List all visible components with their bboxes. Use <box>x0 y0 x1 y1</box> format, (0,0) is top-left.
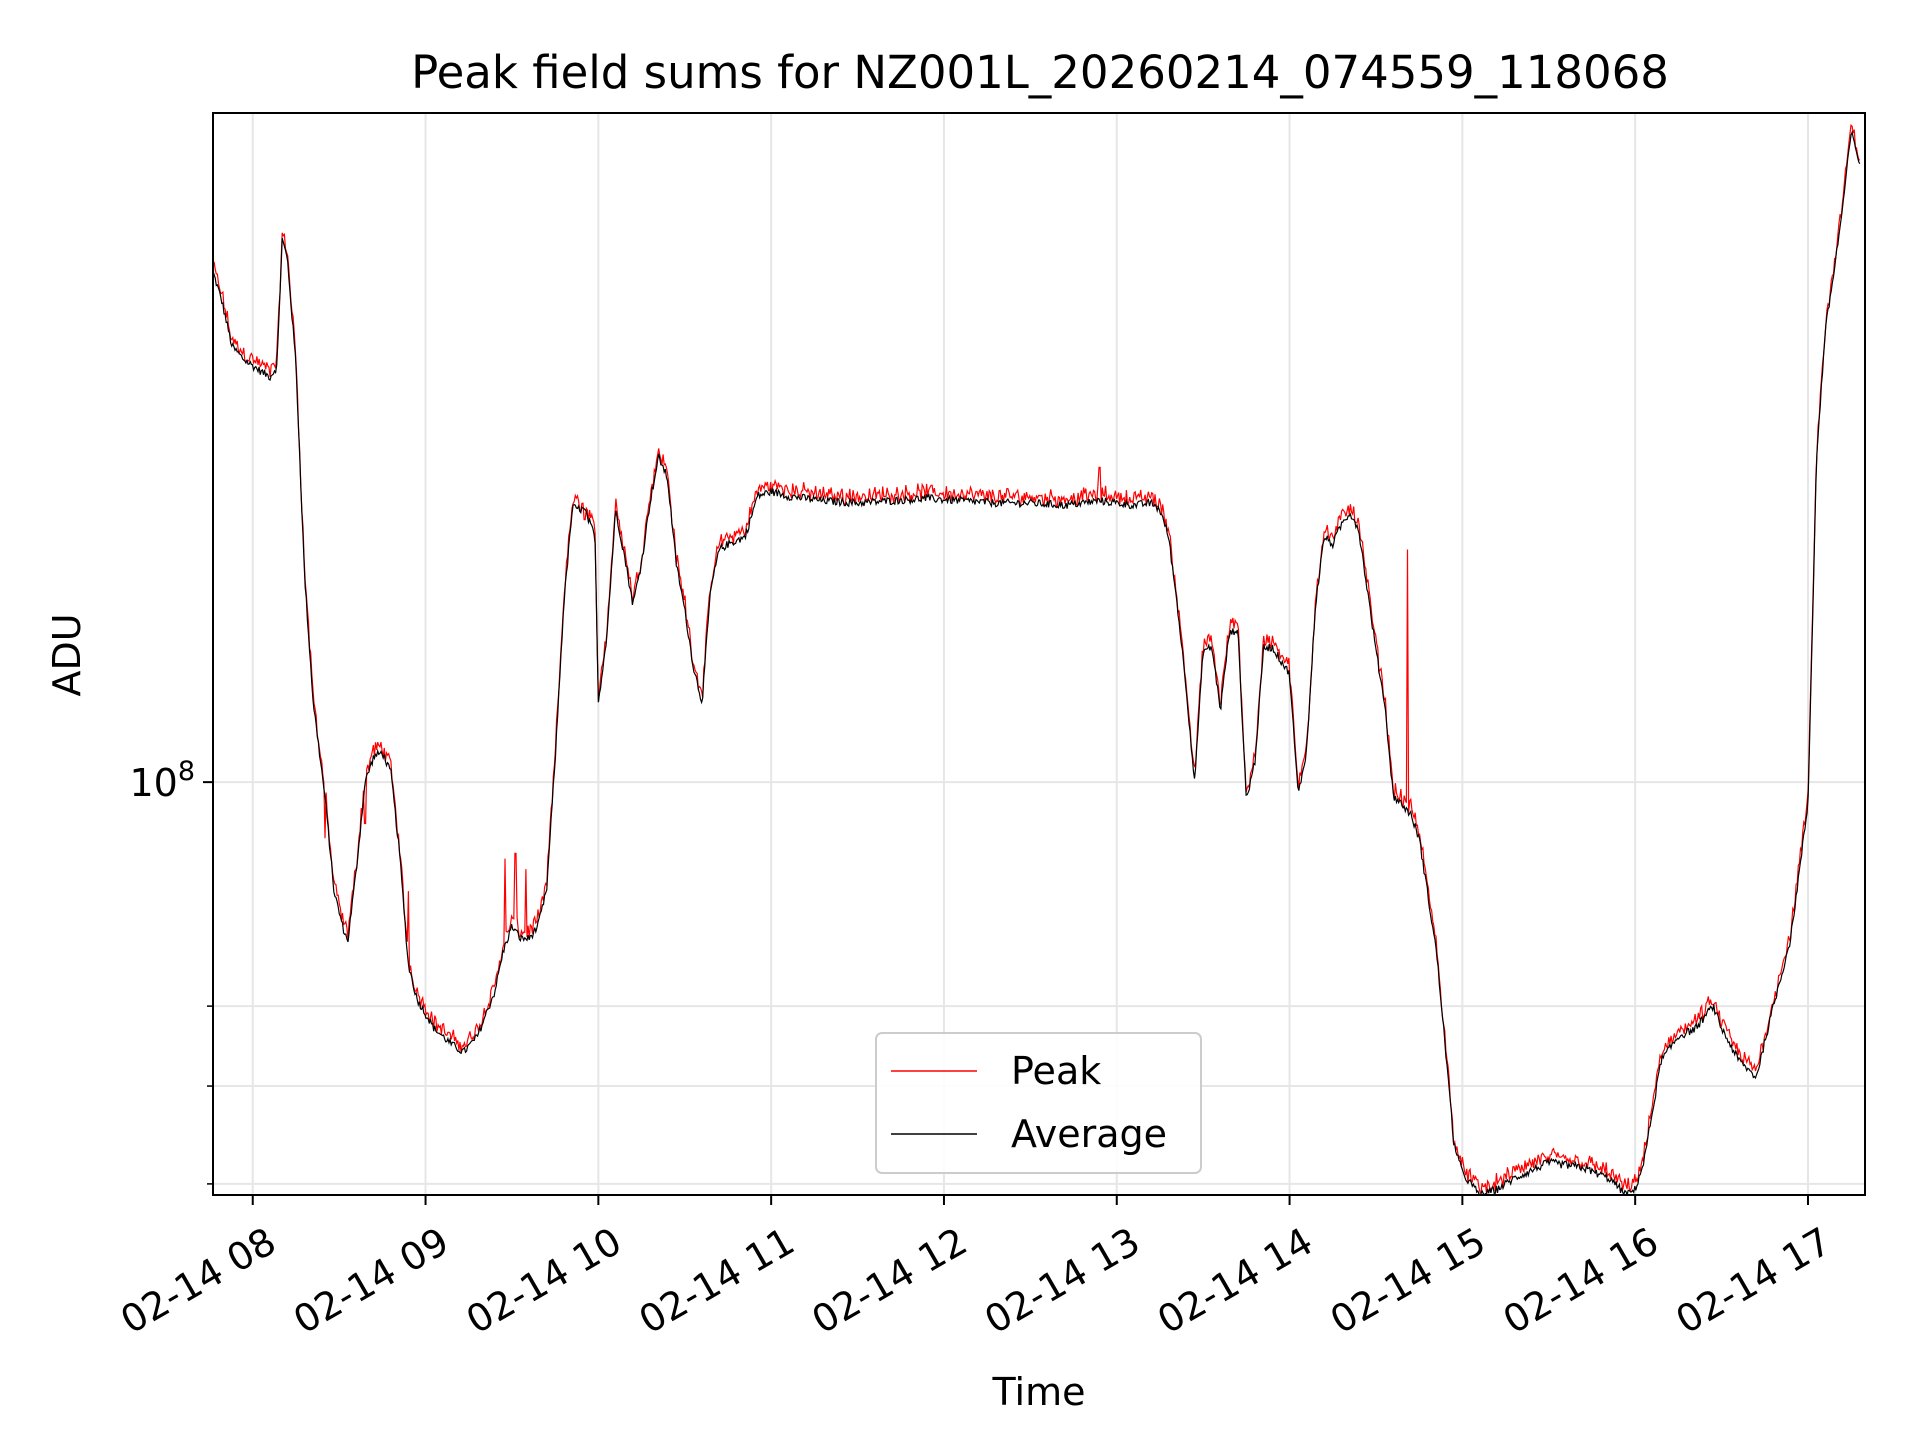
x-tick-label: 02-14 10 <box>459 1219 629 1343</box>
x-tick-label: 02-14 15 <box>1323 1219 1493 1343</box>
y-axis-label: ADU <box>45 613 89 696</box>
x-tick-label: 02-14 16 <box>1496 1219 1666 1343</box>
legend-label-peak: Peak <box>1011 1049 1101 1093</box>
legend-label-average: Average <box>1011 1112 1167 1156</box>
x-tick-label: 02-14 12 <box>804 1219 974 1343</box>
x-tick-label: 02-14 17 <box>1669 1219 1839 1343</box>
x-tick-label: 02-14 14 <box>1150 1219 1320 1343</box>
plot-area-frame <box>212 112 1866 1196</box>
y-tick-label: 108 <box>129 756 195 805</box>
x-tick-label: 02-14 08 <box>113 1219 283 1343</box>
chart-title: Peak field sums for NZ001L_20260214_0745… <box>411 46 1669 99</box>
series-line-average <box>213 130 1861 1195</box>
x-tick-label: 02-14 13 <box>977 1219 1147 1343</box>
legend-box <box>875 1032 1202 1174</box>
x-tick-label: 02-14 09 <box>286 1219 456 1343</box>
x-tick-label: 02-14 11 <box>632 1219 802 1343</box>
legend: Peak Average <box>875 1032 1202 1174</box>
x-axis-label: Time <box>992 1370 1086 1414</box>
series-lines <box>213 123 1861 1195</box>
